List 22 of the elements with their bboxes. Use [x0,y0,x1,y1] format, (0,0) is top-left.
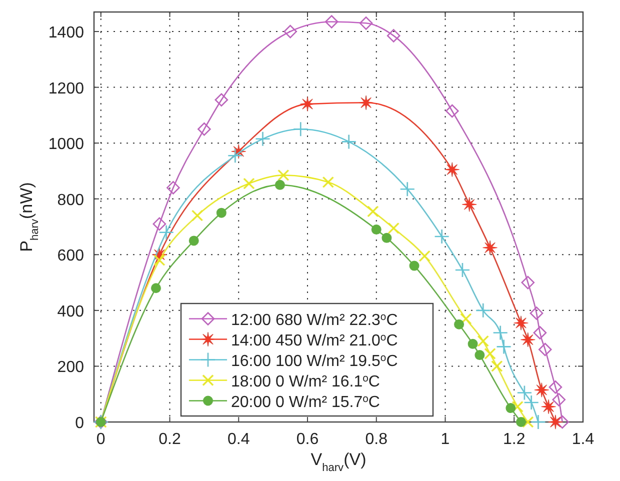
x-tick-label: 1 [440,431,450,448]
y-tick-label: 600 [57,248,84,265]
legend-label: 16:00 100 W/m² 19.5$^{o}$C [231,352,398,370]
y-tick-label: 400 [57,303,84,320]
x-tick-label: 0.2 [158,431,181,448]
x-tick-label: 0 [96,431,106,448]
legend-label: 18:00 0 W/m² 16.1$^{o}$C [231,372,380,390]
y-tick-label: 1400 [48,24,84,42]
y-tick-label: 1200 [48,80,84,98]
x-tick-label: 0.8 [365,431,388,448]
y-tick-label: 800 [57,192,84,209]
legend-label: 20:00 0 W/m² 15.7$^{o}$C [231,393,380,411]
x-tick-label: 1.2 [503,431,526,448]
y-tick-label: 1000 [48,136,84,154]
legend-label: 14:00 450 W/m² 21.0$^{o}$C [231,332,398,350]
legend-label: 12:00 680 W/m² 22.3$^{o}$C [231,311,398,329]
x-axis-title: V$_{harv}$(V) [310,450,366,474]
x-tick-label: 1.4 [572,431,594,448]
y-tick-label: 0 [75,415,84,432]
y-tick-label: 200 [57,359,84,376]
x-tick-label: 0.6 [296,431,319,448]
x-tick-label: 0.4 [228,431,250,448]
